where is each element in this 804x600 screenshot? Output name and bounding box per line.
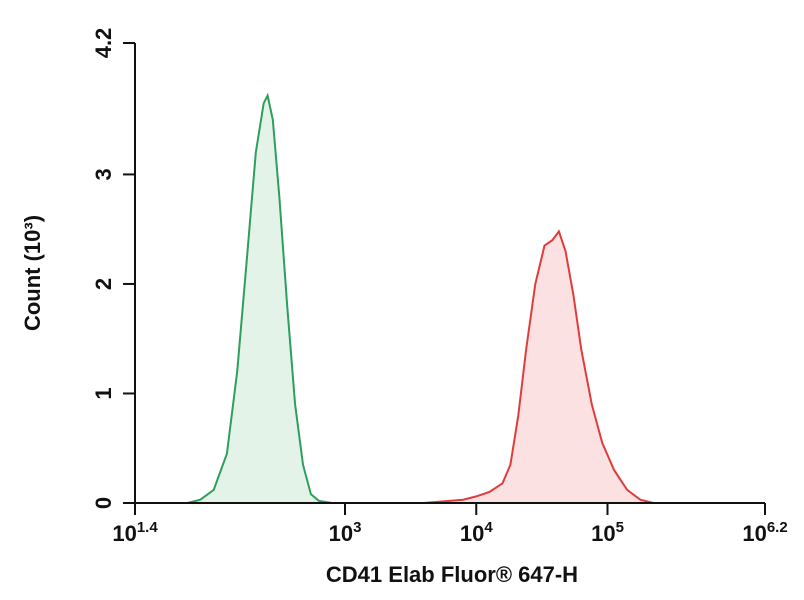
- x-tick-power: 1.4: [137, 519, 159, 536]
- x-tick-label: 101.4: [112, 519, 158, 546]
- y-tick-label: 1: [91, 387, 116, 399]
- histogram-curve: [187, 92, 333, 504]
- histogram-curve: [423, 229, 654, 504]
- x-tick-label: 105: [591, 519, 624, 546]
- x-tick-label: 104: [460, 519, 493, 546]
- x-tick-power: 6.2: [767, 519, 788, 536]
- x-tick-power: 5: [616, 519, 624, 536]
- x-tick-base: 10: [329, 521, 353, 546]
- x-tick-base: 10: [742, 521, 766, 546]
- x-tick-power: 4: [484, 519, 493, 536]
- y-tick-label: 4.2: [91, 28, 116, 59]
- x-tick-base: 10: [460, 521, 484, 546]
- y-tick-label: 3: [91, 168, 116, 180]
- x-tick-base: 10: [112, 521, 136, 546]
- y-tick-label: 0: [91, 497, 116, 509]
- x-tick-label: 106.2: [742, 519, 787, 546]
- x-tick-base: 10: [591, 521, 615, 546]
- y-axis-label: Count (10³): [20, 215, 45, 331]
- y-tick-label: 2: [91, 278, 116, 290]
- x-tick-label: 103: [329, 519, 362, 546]
- x-tick-power: 3: [353, 519, 361, 536]
- x-axis-label: CD41 Elab Fluor® 647-H: [326, 562, 578, 587]
